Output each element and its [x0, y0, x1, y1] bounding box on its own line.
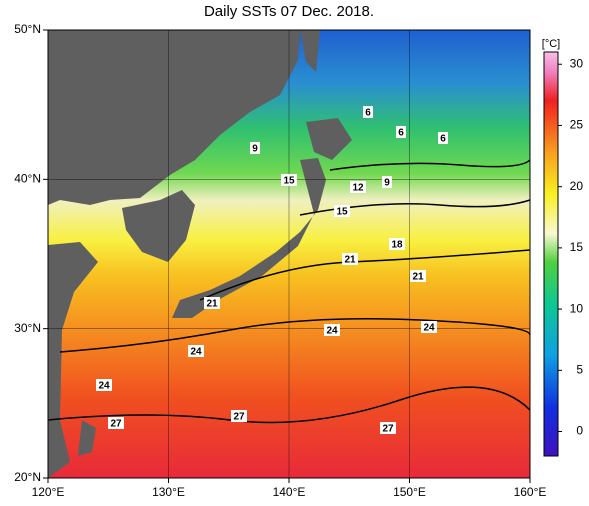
contour-label: 24: [423, 323, 435, 334]
contour-label-box: [108, 417, 124, 429]
land: [306, 118, 352, 160]
land: [300, 30, 320, 72]
contour-label: 21: [206, 299, 218, 310]
contour-label: 6: [440, 134, 446, 145]
contour-label-box: [231, 410, 247, 422]
contour-label-box: [410, 270, 426, 282]
contour-label-box: [421, 321, 437, 333]
colorbar-unit: [°C]: [542, 38, 560, 50]
contour-label-box: [334, 205, 350, 217]
colorbar-tick-label: 0: [576, 424, 583, 438]
contour-label-box: [188, 345, 204, 357]
contour-label: 24: [98, 381, 110, 392]
y-tick-label: 50°N: [14, 22, 41, 36]
land: [172, 158, 326, 318]
contour-label-box: [281, 174, 297, 186]
contour-label-box: [380, 422, 396, 434]
contour-label: 9: [384, 178, 390, 189]
land: [122, 190, 195, 262]
colorbar-tick-label: 25: [570, 118, 584, 132]
contour: [329, 159, 531, 171]
contour-label: 18: [391, 240, 403, 251]
contour-label: 15: [283, 176, 295, 187]
contour-label-box: [96, 379, 112, 391]
contour-label: 24: [326, 326, 338, 337]
x-tick-label: 140°E: [273, 485, 306, 499]
contour-label-box: [438, 132, 448, 144]
contour-label: 9: [252, 144, 258, 155]
contour-label-box: [342, 253, 358, 265]
contour-label-box: [350, 181, 366, 193]
contour: [47, 386, 531, 424]
contour-label-box: [363, 106, 373, 118]
land: [48, 30, 300, 205]
contour-label-box: [382, 176, 392, 188]
contour-label: 12: [352, 183, 364, 194]
contour-label: 21: [412, 272, 424, 283]
contour-label: 24: [190, 347, 202, 358]
contour-label-box: [204, 297, 220, 309]
contour-label-box: [396, 126, 406, 138]
title: Daily SSTs 07 Dec. 2018.: [204, 3, 374, 20]
x-tick-label: 150°E: [393, 485, 426, 499]
y-tick-label: 30°N: [14, 321, 41, 335]
colorbar-tick-label: 5: [576, 362, 583, 376]
x-tick-label: 130°E: [152, 485, 185, 499]
contour-label-box: [250, 142, 260, 154]
contour-label: 27: [382, 424, 394, 435]
contour-label: 27: [110, 419, 122, 430]
x-tick-label: 120°E: [32, 485, 65, 499]
contour-label-box: [324, 324, 340, 336]
contour-label-box: [389, 238, 405, 250]
colorbar-tick-label: 15: [570, 240, 584, 254]
colorbar-tick-label: 20: [570, 179, 584, 193]
contour: [59, 318, 531, 353]
colorbar-tick-label: 30: [570, 56, 584, 70]
contour-label: 15: [336, 207, 348, 218]
land: [78, 420, 96, 456]
x-tick-label: 160°E: [514, 485, 547, 499]
colorbar-tick-label: 10: [570, 301, 584, 315]
y-tick-label: 20°N: [14, 470, 41, 484]
contour-label: 21: [344, 255, 356, 266]
contour-label: 6: [398, 128, 404, 139]
contour-label: 6: [365, 108, 371, 119]
contour-label: 27: [233, 412, 245, 423]
land: [48, 242, 98, 478]
colorbar: [543, 51, 559, 457]
y-tick-label: 40°N: [14, 172, 41, 186]
